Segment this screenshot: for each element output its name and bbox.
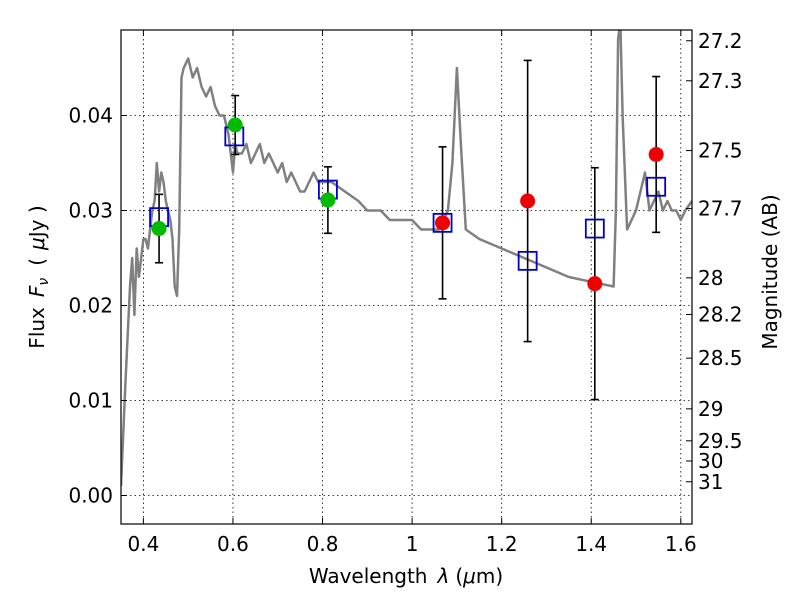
x-tick-label: 0.8 — [307, 532, 339, 556]
x-tick-label: 0.4 — [127, 532, 159, 556]
y2-tick-label: 27.3 — [698, 69, 743, 93]
model-spectrum-layer — [121, 30, 692, 487]
grid-lines — [121, 30, 692, 524]
x-axis-title: Wavelength λ (μm) — [309, 564, 503, 588]
y2-tick-label: 28.2 — [698, 302, 743, 326]
circle-marker — [227, 117, 243, 133]
y-axis-title: Flux Fν ( μJy ) — [25, 205, 52, 348]
x-axis-label-text: Wavelength — [309, 564, 428, 588]
y2-tick-label: 27.5 — [698, 139, 743, 163]
circle-marker — [151, 221, 167, 237]
y-axis-symbol: F — [25, 285, 49, 297]
y2-tick-label: 28.5 — [698, 346, 743, 370]
y-tick-label: 0.01 — [68, 389, 113, 413]
x-axis-unit-open: ( — [455, 564, 463, 588]
circle-marker — [520, 193, 536, 209]
y2-tick-label: 28 — [698, 266, 723, 290]
x-tick-label: 1.4 — [575, 532, 607, 556]
y-tick-label: 0.03 — [68, 199, 113, 223]
circle-marker — [320, 192, 336, 208]
y2-tick-label: 27.7 — [698, 197, 743, 221]
y2-tick-label: 27.2 — [698, 29, 743, 53]
circle-marker — [648, 146, 664, 162]
y2-tick-label: 31 — [698, 470, 723, 494]
circle-marker — [435, 215, 451, 231]
y-axis-unit-rest: Jy ) — [25, 205, 49, 239]
y2-tick-label: 30 — [698, 449, 723, 473]
x-tick-label: 0.6 — [217, 532, 249, 556]
plot-background — [121, 30, 692, 524]
x-tick-label: 1.6 — [665, 532, 697, 556]
square-marker — [646, 176, 667, 197]
axis-ticks: 0.4 0.6 0.8 1 1.2 1.4 1.6 0.00 0.01 0.02 0.03 0.04 2… — [68, 29, 742, 556]
x-axis-symbol: λ — [436, 564, 449, 588]
y-axis-unit-mu: μ — [25, 237, 49, 251]
data-markers — [149, 117, 667, 292]
y2-axis-title: Magnitude (AB) — [758, 194, 782, 349]
y2-tick-label: 29.5 — [698, 429, 743, 453]
y-axis-unit-open: ( — [25, 258, 49, 266]
square-marker — [432, 212, 453, 233]
y-tick-label: 0.00 — [68, 484, 113, 508]
x-axis-unit-mu: μ — [462, 564, 476, 588]
y-axis-subscript: ν — [36, 278, 52, 286]
y-tick-label: 0.02 — [68, 294, 113, 318]
circle-marker — [587, 276, 603, 292]
plot-frame — [120, 29, 693, 525]
y-tick-label: 0.04 — [68, 104, 113, 128]
x-tick-label: 1.2 — [486, 532, 518, 556]
square-marker — [584, 218, 605, 239]
x-axis-unit-rest: m) — [476, 564, 503, 588]
model-spectrum-line — [121, 30, 692, 487]
y2-tick-label: 29 — [698, 397, 723, 421]
x-tick-label: 1 — [406, 532, 419, 556]
y-axis-label-text: Flux — [25, 307, 49, 349]
square-marker — [517, 250, 538, 271]
